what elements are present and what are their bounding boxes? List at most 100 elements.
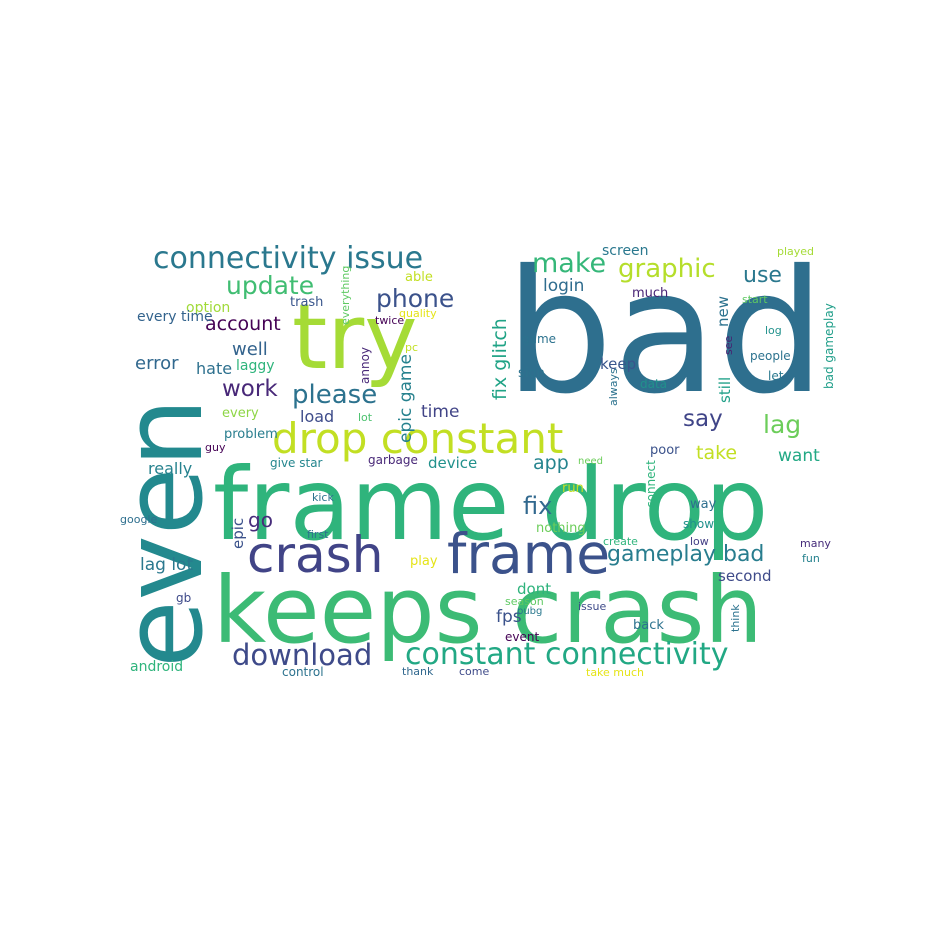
word-work: work [222,376,278,402]
word-low: low [690,535,709,548]
word-bad-gameplay: bad gameplay [822,303,836,389]
word-error: error [135,353,179,374]
word-game: game [522,332,557,346]
word-pubg: pubg [517,606,543,617]
word-show: show [683,517,715,531]
word-update: update [226,271,315,300]
word-bad: bad [505,234,825,432]
word-run: run [562,481,584,496]
word-go: go [248,508,273,532]
word-frame-drop: frame drop [213,446,769,563]
word-make: make [532,248,607,279]
word-see: see [722,335,735,355]
word-lot: lot [358,411,373,424]
word-google: google [120,513,158,526]
word-even: even [99,397,227,668]
word-way: way [690,497,717,512]
word-data: data [640,377,668,391]
word-everything: everything [339,265,352,325]
word-thank: thank [402,665,434,678]
word-fix-glitch: fix glitch [489,318,511,400]
word-want: want [778,446,820,466]
word-pc: pc [405,341,419,354]
word-poor: poor [650,443,680,458]
word-log: log [765,324,782,337]
word-account: account [205,313,281,335]
word-download: download [232,638,373,672]
word-fps: fps [496,607,522,627]
word-frame: frame [447,522,611,586]
word-gameplay-bad: gameplay bad [607,542,765,567]
word-need: need [578,456,603,467]
word-problem: problem [224,427,278,442]
word-well: well [232,339,268,360]
word-create: create [603,535,638,548]
word-epic: epic [229,517,247,549]
word-load: load [300,407,335,426]
word-say: say [683,406,723,432]
word-keeps-crash: keeps crash [213,557,763,664]
word-please: please [292,380,378,410]
word-always: always [607,368,620,406]
word-keep: keep [600,355,637,373]
word-time: time [421,402,460,422]
word-season: season [505,595,544,608]
word-event: event [505,630,540,644]
word-take: take [696,442,738,464]
word-constant-connectivity: constant connectivity [405,637,729,672]
word-lag: lag [763,410,802,439]
word-dont: dont [517,580,552,598]
word-fun: fun [802,552,820,565]
word-login: login [543,276,585,296]
word-twice: twice [375,314,405,327]
word-many: many [800,537,831,550]
word-play: play [410,554,438,569]
word-kick: kick [312,491,334,504]
word-fix: fix [523,492,553,520]
word-new: new [714,295,732,327]
word-second: second [718,567,772,585]
word-think: think [729,604,742,632]
word-every-time: every time [137,309,213,325]
word-try: try [292,285,418,390]
word-come: come [459,665,490,678]
word-device: device [428,454,478,472]
word-able: able [405,270,433,285]
word-garbage: garbage [368,453,418,467]
word-screen: screen [602,243,649,259]
word-trash: trash [290,295,324,310]
word-much: much [632,286,669,301]
word-laggy: laggy [236,358,275,374]
word-connect: connect [644,460,658,508]
word-epic-game: epic game [396,354,416,443]
word-gb: gb [176,591,192,605]
word-android: android [130,659,184,675]
word-every: every [222,406,259,421]
word-let: let [768,369,784,383]
word-still: still [716,376,734,403]
word-start: start [742,293,768,306]
word-guy: guy [205,441,226,454]
word-connectivity-issue: connectivity issue [153,241,424,276]
word-people: people [750,349,791,363]
word-hate: hate [196,359,233,378]
word-lag-lot: lag lot [140,555,194,575]
word-back: back [633,618,664,633]
word-app: app [533,452,569,474]
word-nothing: nothing [536,521,586,536]
word-graphic: graphic [618,254,716,284]
word-crash: crash [247,526,384,584]
word-phone: phone [376,284,455,313]
word-sign: sign [518,366,545,381]
word-really: really [148,459,193,478]
word-played: played [777,245,815,258]
word-first: first [307,528,329,541]
word-issue: issue [578,600,607,613]
word-give-star: give star [270,456,323,470]
word-quality: quality [399,307,437,320]
word-take-much: take much [586,666,645,679]
word-option: option [186,300,231,316]
word-control: control [282,665,324,679]
word-use: use [743,263,782,288]
